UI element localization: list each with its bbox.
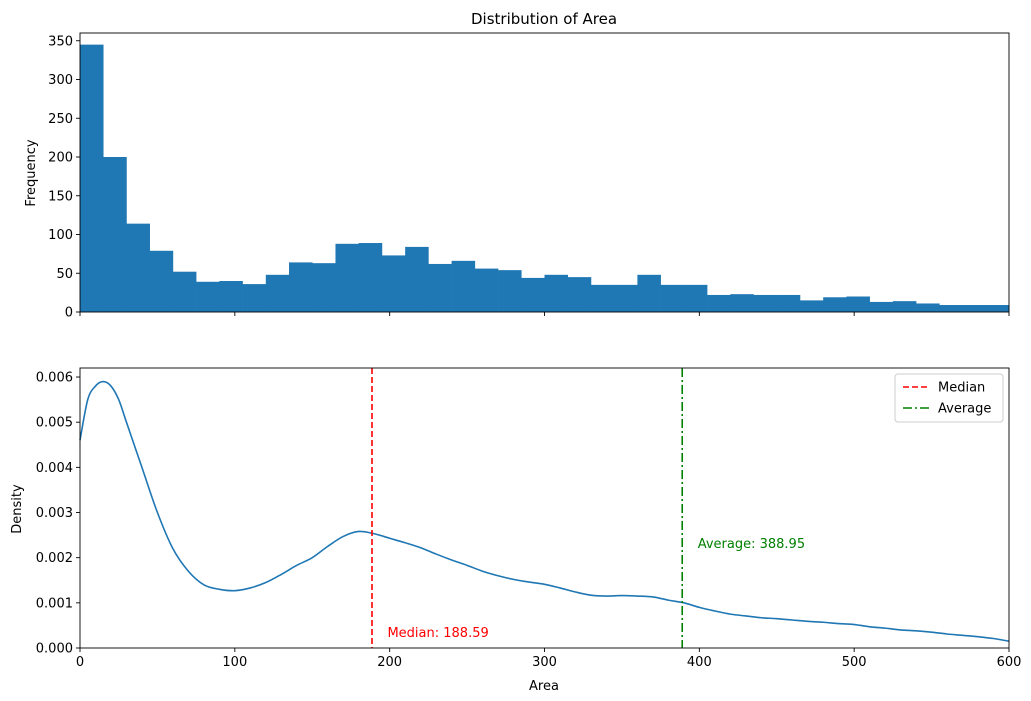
x-tick-label: 600 xyxy=(997,655,1022,670)
histogram-bar xyxy=(683,284,708,312)
histogram-bars xyxy=(80,44,1010,312)
histogram-bar xyxy=(358,243,383,312)
histogram-bar xyxy=(335,243,359,312)
histogram-bar xyxy=(753,294,778,312)
density-panel: Density Area Median: 188.59 Average: 388.… xyxy=(10,367,1022,694)
histogram-bar xyxy=(219,281,243,312)
reference-lines: Median: 188.59 Average: 388.95 xyxy=(371,368,805,648)
histogram-bar xyxy=(242,284,267,312)
histogram-bar xyxy=(776,294,801,312)
histogram-bar xyxy=(126,223,150,312)
x-tick-label: 0 xyxy=(76,655,84,670)
legend-median-label: Median xyxy=(938,381,985,396)
histogram-bar xyxy=(103,157,127,312)
histogram-bar xyxy=(451,260,476,312)
median-annotation: Median: 188.59 xyxy=(387,626,488,641)
histogram-bar xyxy=(172,271,197,312)
histogram-bar xyxy=(149,250,174,312)
density-curve xyxy=(79,380,1010,643)
y-axis-label: Frequency xyxy=(24,139,39,206)
y-tick-label: 100 xyxy=(48,228,73,243)
x-tick-label: 200 xyxy=(377,655,402,670)
histogram-bar xyxy=(312,263,336,312)
x-tick-label: 400 xyxy=(687,655,712,670)
y-tick-label: 250 xyxy=(48,112,73,127)
y-tick-label: 0 xyxy=(65,306,73,321)
histogram-bar xyxy=(962,305,987,312)
histogram-bar xyxy=(985,305,1010,312)
y-tick-label: 50 xyxy=(56,267,73,282)
histogram-bar xyxy=(474,268,499,312)
histogram-bar xyxy=(799,300,824,312)
histogram-bar xyxy=(916,303,940,312)
histogram-bar xyxy=(567,277,592,312)
x-axis-ticks: 0 100 200 300 400 500 600 xyxy=(76,648,1022,670)
histogram-bar xyxy=(614,284,638,312)
histogram-bar xyxy=(707,294,731,312)
histogram-bar xyxy=(381,255,406,312)
histogram-bar xyxy=(823,297,847,312)
y-tick-label: 0.003 xyxy=(36,506,73,521)
y-tick-label: 300 xyxy=(48,73,73,88)
y-tick-label: 0.002 xyxy=(36,551,73,566)
histogram-bar xyxy=(498,270,522,312)
legend-average-label: Average xyxy=(938,402,991,417)
average-annotation: Average: 388.95 xyxy=(698,537,805,552)
histogram-bar xyxy=(405,246,429,312)
x-tick-label: 500 xyxy=(842,655,867,670)
x-tick-label: 100 xyxy=(222,655,247,670)
histogram-bar xyxy=(196,281,220,312)
y-tick-label: 0.005 xyxy=(36,416,73,431)
y-tick-label: 0.004 xyxy=(36,461,73,476)
histogram-bar xyxy=(265,274,290,312)
y-tick-label: 0.000 xyxy=(36,642,73,657)
x-axis-label: Area xyxy=(529,679,559,694)
y-tick-label: 150 xyxy=(48,189,73,204)
histogram-bar xyxy=(892,301,917,312)
histogram-bar xyxy=(660,284,685,312)
y-axis-ticks: 0 50 100 150 200 250 300 350 xyxy=(48,34,80,321)
y-axis-ticks: 0.000 0.001 0.002 0.003 0.004 0.005 0.006 xyxy=(36,371,80,657)
histogram-bar xyxy=(637,274,661,312)
plot-frame xyxy=(79,32,1010,313)
y-tick-label: 200 xyxy=(48,151,73,166)
histogram-bar xyxy=(544,274,569,312)
y-tick-label: 0.006 xyxy=(36,371,73,386)
histogram-bar xyxy=(730,294,754,312)
histogram-bar xyxy=(939,305,963,312)
x-tick-label: 300 xyxy=(532,655,557,670)
histogram-bar xyxy=(80,44,104,312)
plot-frame xyxy=(79,367,1010,649)
histogram-bar xyxy=(521,277,545,312)
legend: Median Average xyxy=(894,373,1004,423)
chart-title: Distribution of Area xyxy=(471,10,617,28)
y-tick-label: 350 xyxy=(48,34,73,49)
legend-box xyxy=(894,373,1004,423)
histogram-panel: Distribution of Area Frequency 0 50 100 150… xyxy=(24,10,1010,321)
histogram-bar xyxy=(590,284,615,312)
histogram-bar xyxy=(869,301,894,312)
y-axis-label: Density xyxy=(10,484,25,534)
histogram-bar xyxy=(846,296,870,312)
histogram-bar xyxy=(289,262,313,312)
x-axis-ticks xyxy=(79,312,1010,316)
y-tick-label: 0.001 xyxy=(36,596,73,611)
histogram-bar xyxy=(428,263,452,312)
density-line xyxy=(79,380,1010,643)
